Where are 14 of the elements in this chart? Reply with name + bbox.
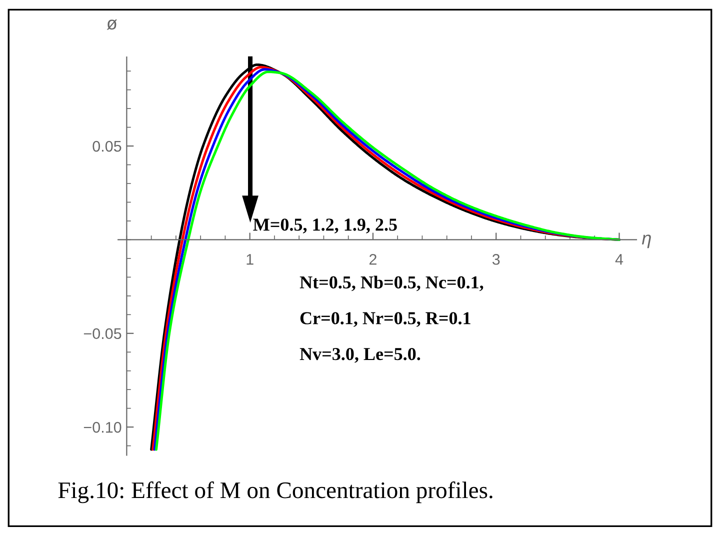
x-tick-label: 4: [615, 254, 624, 265]
x-tick-label: 1: [246, 254, 254, 265]
annotation: Cr=0.1, Nr=0.5, R=0.1: [300, 312, 470, 327]
y-axis-title: ø: [106, 20, 118, 30]
x-tick-label: 2: [369, 254, 376, 265]
annotation: M=0.5, 1.2, 1.9, 2.5: [253, 218, 397, 234]
annotation: Nv=3.0, Le=5.0.: [300, 348, 420, 363]
y-tick-label: 0.05: [92, 140, 122, 152]
x-tick-label: 3: [492, 254, 500, 265]
text: Fig.10: Effect of M on Concentration profiles.: [58, 481, 492, 504]
y-tick-label: −0.10: [84, 422, 122, 433]
annotation: Nt=0.5, Nb=0.5, Nc=0.1,: [300, 276, 484, 292]
y-tick-label: −0.05: [84, 328, 122, 340]
x-axis-title: η: [642, 234, 651, 248]
